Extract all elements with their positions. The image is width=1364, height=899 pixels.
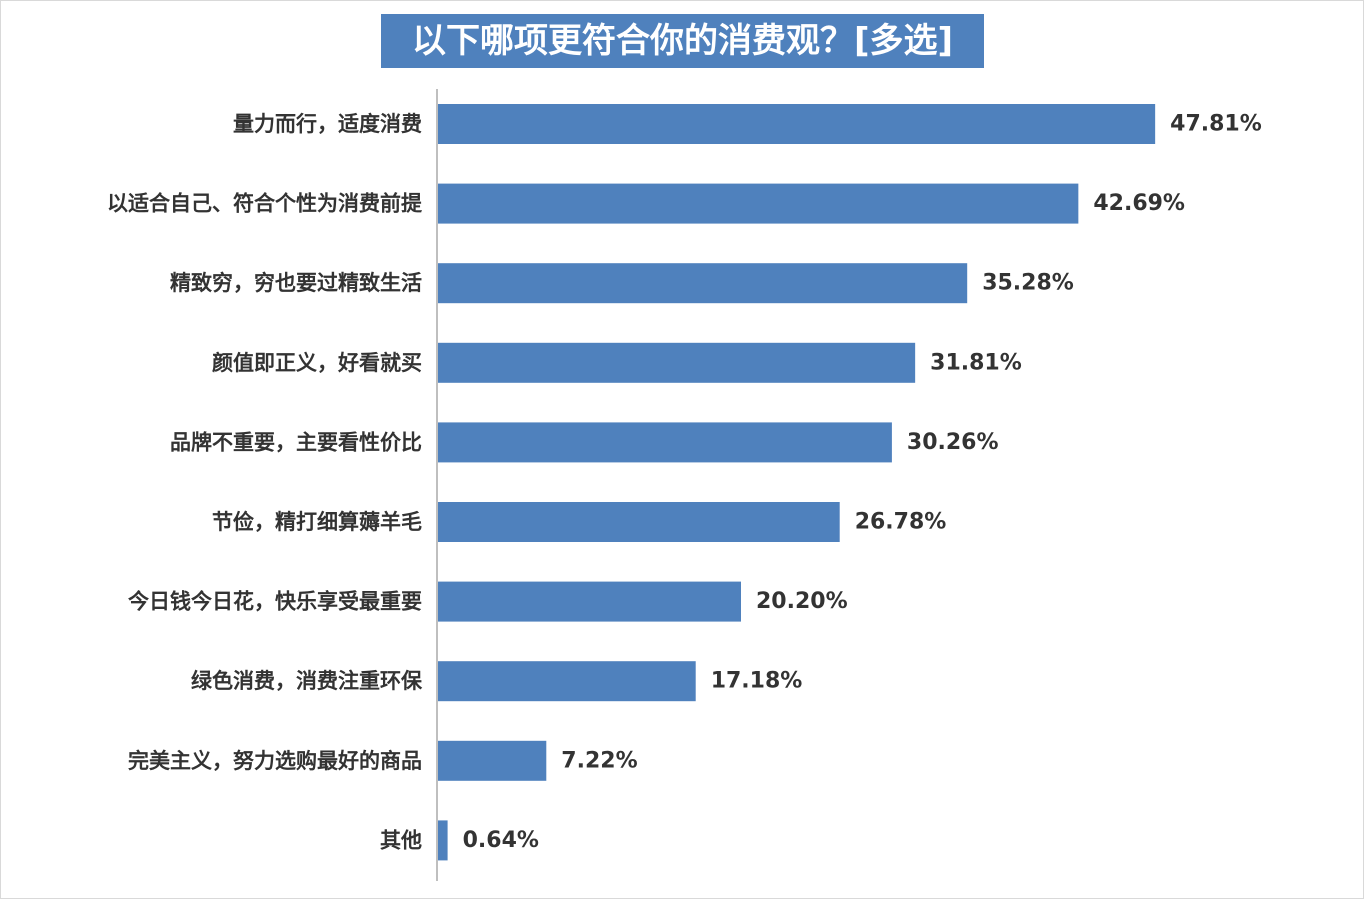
category-label-6: 今日钱今日花，快乐享受最重要: [128, 590, 422, 614]
value-label-3: 31.81%: [930, 350, 1022, 375]
value-label-2: 35.28%: [982, 271, 1074, 296]
value-label-0: 47.81%: [1170, 112, 1262, 137]
category-label-7: 绿色消费，消费注重环保: [191, 669, 423, 693]
bar-1: [438, 183, 1079, 224]
value-label-5: 26.78%: [855, 510, 947, 535]
value-label-8: 7.22%: [561, 748, 637, 773]
category-label-2: 精致穷，穷也要过精致生活: [170, 271, 422, 295]
category-label-1: 以适合自己、符合个性为消费前提: [107, 192, 423, 216]
bar-3: [438, 342, 916, 383]
bar-5: [438, 502, 840, 542]
value-label-4: 30.26%: [907, 430, 999, 455]
category-label-3: 颜值即正义，好看就买: [212, 351, 422, 375]
value-label-9: 0.64%: [463, 828, 539, 853]
bar-0: [438, 104, 1156, 144]
value-label-7: 17.18%: [711, 669, 803, 694]
bar-2: [438, 263, 968, 304]
bar-4: [438, 422, 892, 463]
value-label-6: 20.20%: [756, 589, 848, 614]
category-label-8: 完美主义，努力选购最好的商品: [128, 749, 422, 773]
bar-6: [438, 581, 741, 622]
bar-7: [438, 661, 696, 702]
category-label-4: 品牌不重要，主要看性价比: [170, 430, 422, 454]
chart-title: 以下哪项更符合你的消费观？[多选]: [381, 14, 984, 68]
value-label-1: 42.69%: [1093, 191, 1185, 216]
bar-9: [438, 820, 448, 861]
category-label-9: 其他: [380, 828, 422, 852]
category-label-5: 节俭，精打细算薅羊毛: [212, 510, 422, 534]
category-label-0: 量力而行，适度消费: [233, 112, 422, 136]
bar-8: [438, 740, 547, 781]
